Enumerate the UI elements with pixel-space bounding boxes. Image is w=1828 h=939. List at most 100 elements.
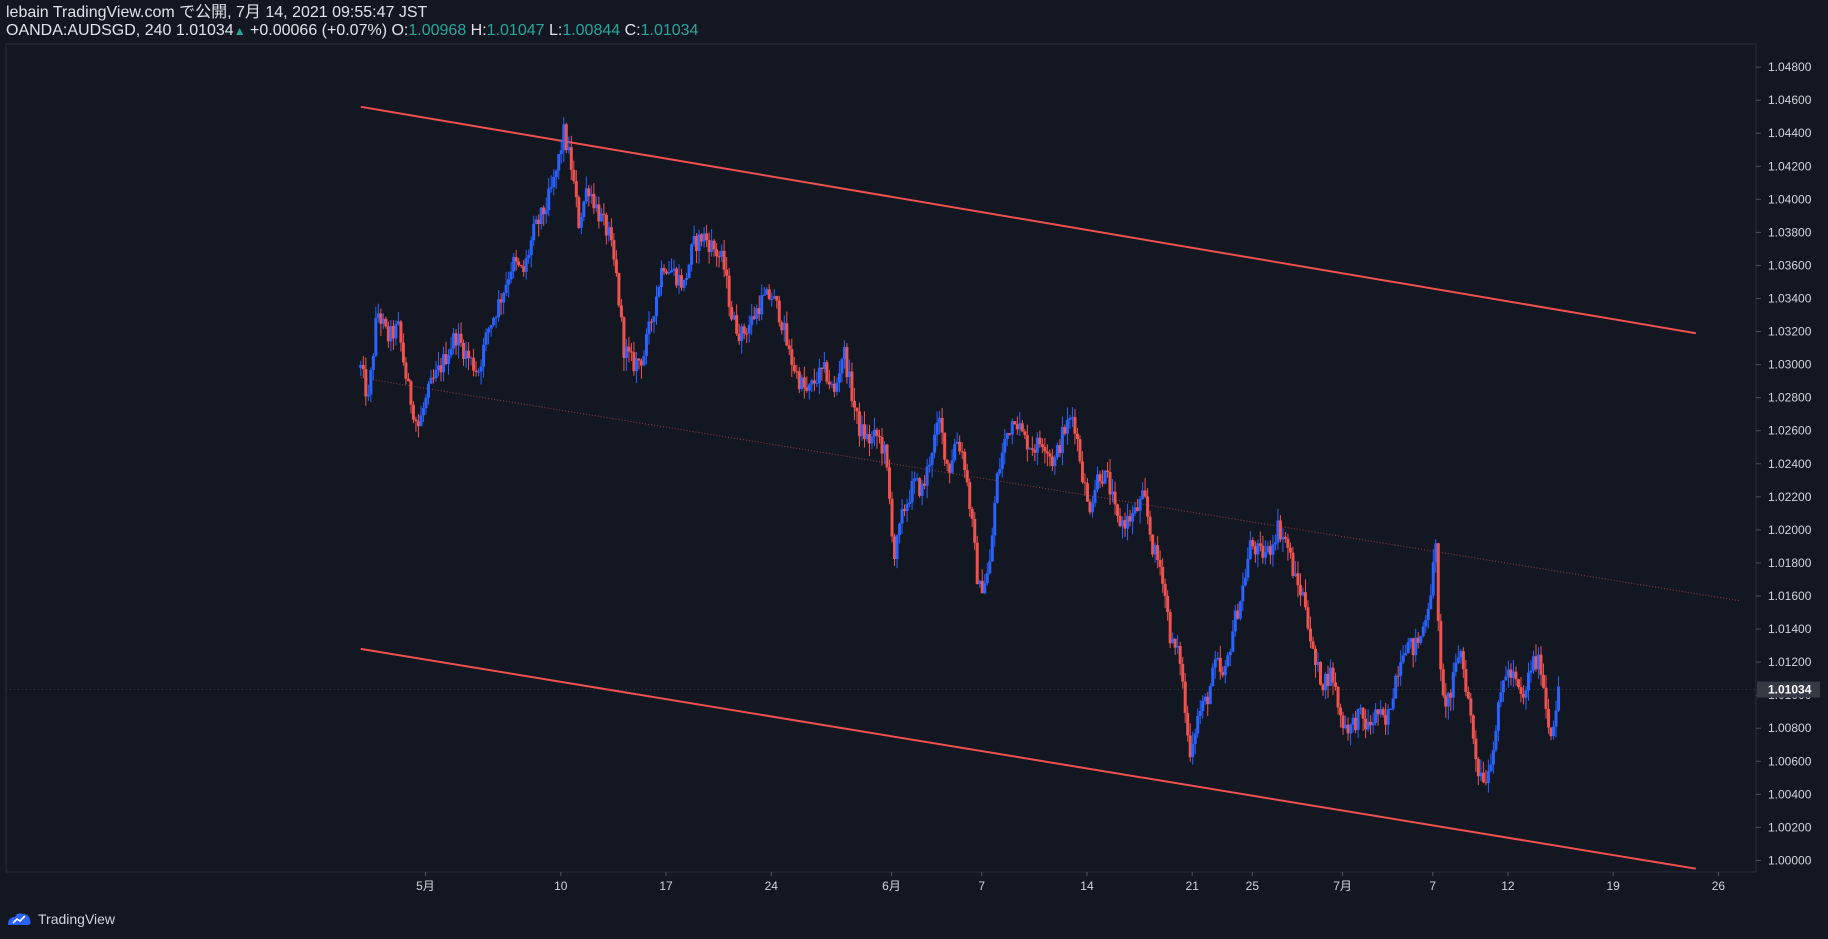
candle-body xyxy=(1023,431,1027,436)
candle-body xyxy=(594,204,598,209)
candle-body xyxy=(587,188,591,197)
candle-body xyxy=(452,333,456,349)
candle-body xyxy=(1058,445,1062,454)
candle-body xyxy=(1075,433,1079,440)
candle-body xyxy=(414,419,418,422)
candle-body xyxy=(384,318,388,327)
candle-body xyxy=(1359,707,1363,709)
candle-body xyxy=(557,154,561,171)
candle-body xyxy=(822,362,826,369)
candle-body xyxy=(1409,638,1413,643)
y-tick-label: 1.03400 xyxy=(1768,292,1812,306)
candle-body xyxy=(1078,439,1082,462)
candle-body xyxy=(1479,772,1483,777)
current-price-label: 1.01034 xyxy=(1757,681,1820,698)
time-axis[interactable]: 5月 10 17 24 6月 7 14 21 25 7月 7 12 19 26 xyxy=(416,872,1725,893)
candle-body xyxy=(958,441,962,452)
candle-body xyxy=(439,365,443,373)
candle-body xyxy=(888,467,892,499)
candle-body xyxy=(539,207,543,224)
candle-body xyxy=(1136,507,1140,511)
candle-body xyxy=(537,219,541,224)
candle-body xyxy=(547,188,551,211)
candle-body xyxy=(1454,662,1458,673)
candle-body xyxy=(1000,452,1004,470)
candle-body xyxy=(1131,513,1135,522)
candle-body xyxy=(1020,423,1024,432)
candle-body xyxy=(740,326,744,341)
candle-body xyxy=(1221,671,1225,676)
y-tick-label: 1.01200 xyxy=(1768,655,1812,669)
candle-body xyxy=(757,308,761,315)
candle-body xyxy=(1263,551,1267,558)
candle-body xyxy=(1456,657,1460,663)
y-tick-label: 1.03800 xyxy=(1768,225,1812,239)
candle-body xyxy=(795,371,799,373)
y-tick-label: 1.00800 xyxy=(1768,721,1812,735)
candle-body xyxy=(782,323,786,331)
candle-body xyxy=(860,424,864,437)
candle-body xyxy=(426,383,430,398)
candle-body xyxy=(960,451,964,453)
candle-body xyxy=(1181,663,1185,682)
candle-body xyxy=(474,370,478,372)
candle-body xyxy=(619,305,623,318)
candle-body xyxy=(577,197,581,228)
price-axis[interactable]: 1.04800 1.04600 1.04400 1.04200 1.04000 1.038… xyxy=(1755,44,1812,872)
candle-body xyxy=(717,256,721,258)
candle-body xyxy=(1238,601,1242,619)
candle-body xyxy=(637,358,641,361)
candle-body xyxy=(1246,558,1250,578)
candle-body xyxy=(1471,715,1475,739)
high-label: H: xyxy=(470,22,487,39)
candle-body xyxy=(705,233,709,241)
candle-body xyxy=(1153,545,1157,555)
candle-body xyxy=(1208,686,1212,705)
y-tick-label: 1.00000 xyxy=(1768,853,1812,867)
candle-body xyxy=(955,441,959,444)
candle-body xyxy=(502,293,506,303)
regression-channel[interactable] xyxy=(360,105,1742,870)
candle-body xyxy=(1118,515,1122,527)
candle-body xyxy=(522,266,526,272)
candle-body xyxy=(459,333,463,343)
symbol-label[interactable]: OANDA:AUDSGD, 240 xyxy=(6,22,172,39)
x-tick-label: 5月 xyxy=(416,879,435,893)
candle-body xyxy=(1519,687,1523,695)
open-label: O: xyxy=(391,22,409,39)
candle-body xyxy=(617,273,621,306)
candle-body xyxy=(1291,552,1295,576)
candle-body xyxy=(1308,628,1312,642)
candle-body xyxy=(379,313,383,324)
candle-body xyxy=(767,289,771,299)
candle-body xyxy=(1326,673,1330,686)
candle-body xyxy=(1426,609,1430,621)
candle-body xyxy=(840,359,844,374)
candle-body xyxy=(472,357,476,371)
candle-body xyxy=(409,381,413,405)
candle-body xyxy=(469,357,473,359)
candle-body xyxy=(687,264,691,278)
candle-body xyxy=(1486,771,1490,784)
candle-body xyxy=(1354,717,1358,730)
candle-body xyxy=(559,150,563,155)
candle-body xyxy=(805,387,809,391)
candle-body xyxy=(1542,674,1546,688)
candle-body xyxy=(1063,427,1067,434)
candle-body xyxy=(391,325,395,339)
candle-body xyxy=(1173,638,1177,648)
candle-body xyxy=(1298,585,1302,596)
candle-body xyxy=(1444,695,1448,707)
candle-body xyxy=(677,275,681,286)
candle-body xyxy=(1158,559,1162,567)
candle-body xyxy=(359,364,363,368)
candle-body xyxy=(883,444,887,454)
candle-body xyxy=(737,333,741,341)
candle-body xyxy=(447,355,451,365)
candle-body xyxy=(1361,707,1365,719)
candle-body xyxy=(416,421,420,427)
candle-body xyxy=(1534,656,1538,670)
footer-brand[interactable]: TradingView xyxy=(6,911,115,927)
